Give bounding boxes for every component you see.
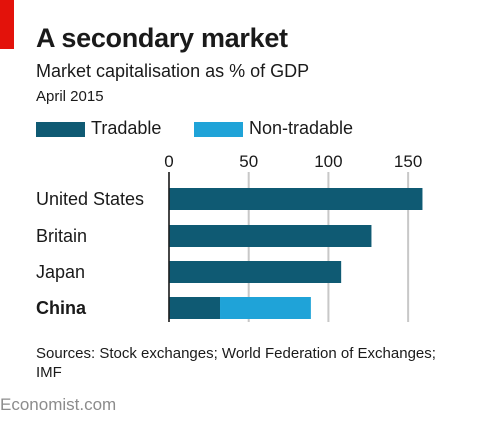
category-label-united-states: United States	[36, 189, 144, 209]
category-label-britain: Britain	[36, 226, 87, 246]
brand-red-tag	[0, 0, 14, 49]
x-tick-label-0: 0	[164, 152, 173, 171]
chart-subtitle: Market capitalisation as % of GDP	[36, 61, 310, 81]
bar-china-non-tradable	[220, 297, 311, 319]
category-label-china: China	[36, 298, 87, 318]
chart-date: April 2015	[36, 88, 104, 105]
brand-footer: Economist.com	[0, 395, 117, 414]
legend-label-tradable: Tradable	[91, 118, 162, 138]
x-tick-label-50: 50	[239, 152, 258, 171]
bar-united-states-tradable	[169, 188, 423, 210]
legend-label-non-tradable: Non-tradable	[249, 118, 354, 138]
bar-britain-tradable	[169, 225, 372, 247]
bar-china-tradable	[169, 297, 221, 319]
bar-japan-tradable	[169, 261, 342, 283]
legend-swatch-non-tradable	[194, 122, 243, 137]
category-label-japan: Japan	[36, 262, 85, 282]
legend-swatch-tradable	[36, 122, 85, 137]
x-tick-label-100: 100	[314, 152, 342, 171]
sources-note: Sources: Stock exchanges; World Federati…	[36, 345, 436, 381]
bar-chart: 0 50 100 150 United States Britain Japan China	[36, 152, 423, 322]
x-tick-label-150: 150	[394, 152, 422, 171]
chart-title: A secondary market	[36, 23, 288, 53]
